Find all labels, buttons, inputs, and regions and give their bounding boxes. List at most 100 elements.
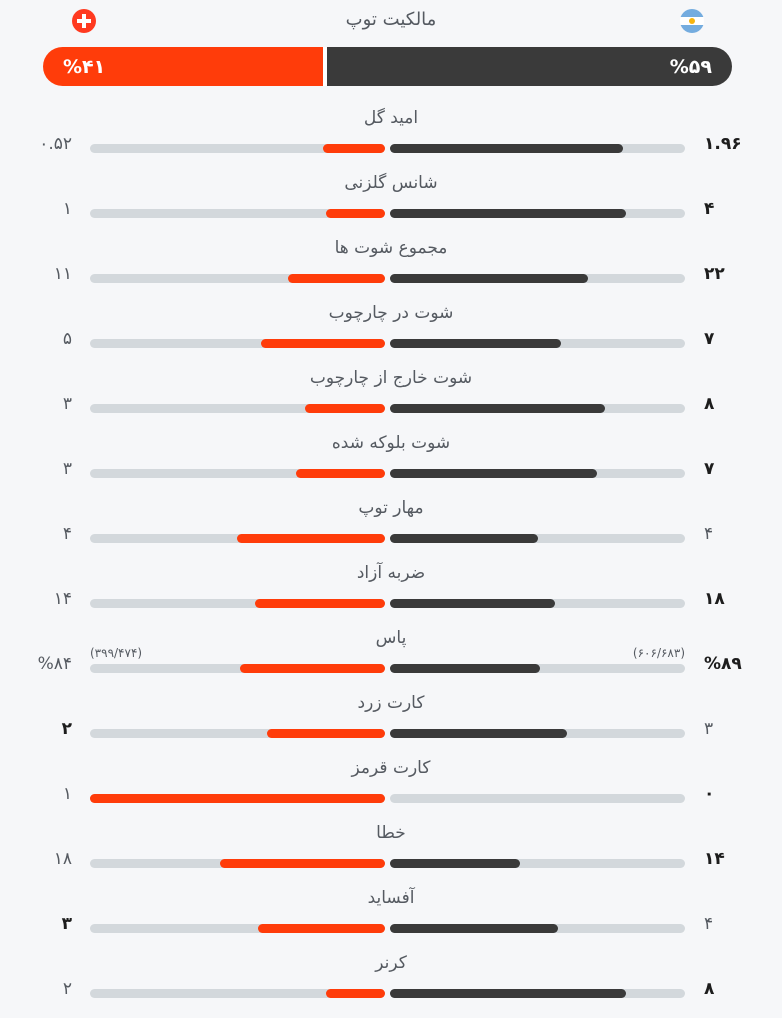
- stat-right-value: ۸: [704, 394, 715, 414]
- stat-left-fill: [296, 469, 385, 478]
- stat-label: پاس: [375, 628, 407, 648]
- possession-bar: %۴۱ %۵۹: [43, 47, 732, 86]
- stat-right-fill: [390, 144, 623, 153]
- stat-label: مهار توپ: [358, 498, 424, 518]
- stat-right-track: [390, 469, 685, 478]
- stat-right-value: ۴: [704, 914, 714, 934]
- stat-label: ضربه آزاد: [356, 563, 426, 583]
- stat-right-track: [390, 534, 685, 543]
- stat-row: آفساید ۳ ۴: [0, 888, 782, 953]
- stat-left-value: ۱۸: [53, 849, 72, 869]
- stat-right-fill: [390, 729, 567, 738]
- stat-row: پاس %۸۴ %۸۹ (۳۹۹/۴۷۴) (۶۰۶/۶۸۳): [0, 628, 782, 693]
- stat-right-fill: [390, 924, 558, 933]
- stat-left-track: [90, 469, 385, 478]
- stat-left-track: [90, 534, 385, 543]
- stat-left-value: %۸۴: [37, 654, 72, 674]
- stat-left-value: ۱۴: [53, 589, 72, 609]
- stat-right-track: [390, 664, 685, 673]
- stat-right-track: [390, 404, 685, 413]
- stat-left-fill: [323, 144, 385, 153]
- stat-left-track: [90, 924, 385, 933]
- stat-right-track: [390, 729, 685, 738]
- stat-left-fill: [267, 729, 385, 738]
- stat-right-track: [390, 794, 685, 803]
- stat-right-fill: [390, 599, 555, 608]
- stat-row: کارت قرمز ۱ ۰: [0, 758, 782, 823]
- stat-left-track: [90, 664, 385, 673]
- stat-right-value: ۱۸: [704, 589, 725, 609]
- stat-right-track: [390, 339, 685, 348]
- stat-label: شوت بلوکه شده: [331, 433, 451, 453]
- stat-label: کارت زرد: [357, 693, 425, 713]
- stat-label: مجموع شوت ها: [334, 238, 448, 258]
- stat-right-fill: [390, 989, 626, 998]
- stat-row: کارت زرد ۲ ۳: [0, 693, 782, 758]
- stat-left-fill: [240, 664, 385, 673]
- stat-right-value: ۱.۹۶: [704, 134, 742, 154]
- stat-left-fill: [255, 599, 385, 608]
- stat-left-value: ۱۱: [53, 264, 72, 284]
- stat-right-fill: [390, 469, 597, 478]
- stat-left-fill: [237, 534, 385, 543]
- stat-left-value: ۴: [62, 524, 72, 544]
- stat-row: مجموع شوت ها ۱۱ ۲۲: [0, 238, 782, 303]
- stat-right-value: ۷: [704, 459, 715, 479]
- stat-right-value: ۰: [704, 784, 715, 804]
- stat-right-fill: [390, 664, 540, 673]
- stat-left-fill: [220, 859, 385, 868]
- stat-right-value: ۴: [704, 199, 715, 219]
- stat-left-fill: [305, 404, 385, 413]
- stat-row: امید گل ۰.۵۲ ۱.۹۶: [0, 108, 782, 173]
- stat-left-fill: [326, 209, 385, 218]
- stat-left-fill: [258, 924, 385, 933]
- stat-left-value: ۳: [61, 914, 72, 934]
- stat-right-track: [390, 144, 685, 153]
- stat-right-track: [390, 209, 685, 218]
- stat-left-value: ۲: [62, 979, 72, 999]
- switzerland-flag-icon: [72, 9, 96, 33]
- stat-right-value: ۱۴: [704, 849, 725, 869]
- stat-label: امید گل: [363, 108, 419, 128]
- stat-right-fill: [390, 404, 605, 413]
- possession-left-bar: %۴۱: [43, 47, 323, 86]
- stat-right-value: %۸۹: [704, 654, 742, 674]
- stat-row: شانس گلزنی ۱ ۴: [0, 173, 782, 238]
- stat-left-fill: [326, 989, 385, 998]
- stat-right-fill: [390, 274, 588, 283]
- stat-row: خطا ۱۸ ۱۴: [0, 823, 782, 888]
- possession-title: مالکیت توپ: [345, 9, 437, 30]
- stat-left-track: [90, 859, 385, 868]
- possession-right-bar: %۵۹: [327, 47, 732, 86]
- stat-left-value: ۲: [61, 719, 72, 739]
- stat-right-subvalue: (۶۰۶/۶۸۳): [632, 646, 685, 660]
- stat-label: شانس گلزنی: [344, 173, 438, 193]
- stat-left-fill: [261, 339, 385, 348]
- possession-right-value: %۵۹: [669, 56, 712, 78]
- stat-right-fill: [390, 209, 626, 218]
- stat-right-track: [390, 924, 685, 933]
- stat-label: کرنر: [375, 953, 407, 973]
- stat-left-track: [90, 729, 385, 738]
- stat-row: شوت در چارچوب ۵ ۷: [0, 303, 782, 368]
- stat-left-track: [90, 794, 385, 803]
- stat-left-track: [90, 144, 385, 153]
- possession-left-value: %۴۱: [63, 56, 106, 78]
- flag-sun: [689, 18, 695, 24]
- stat-left-value: ۱: [62, 784, 72, 804]
- stat-left-track: [90, 989, 385, 998]
- stat-row: مهار توپ ۴ ۴: [0, 498, 782, 563]
- stat-right-track: [390, 859, 685, 868]
- stat-left-track: [90, 404, 385, 413]
- stat-right-fill: [390, 859, 520, 868]
- stat-right-fill: [390, 534, 538, 543]
- stat-left-value: ۵: [62, 329, 72, 349]
- stat-left-value: ۳: [62, 459, 72, 479]
- stat-right-value: ۲۲: [704, 264, 725, 284]
- stat-right-value: ۴: [704, 524, 714, 544]
- stat-label: آفساید: [367, 888, 415, 908]
- stat-row: کرنر ۲ ۸: [0, 953, 782, 1018]
- stat-row: شوت بلوکه شده ۳ ۷: [0, 433, 782, 498]
- stat-right-value: ۳: [704, 719, 714, 739]
